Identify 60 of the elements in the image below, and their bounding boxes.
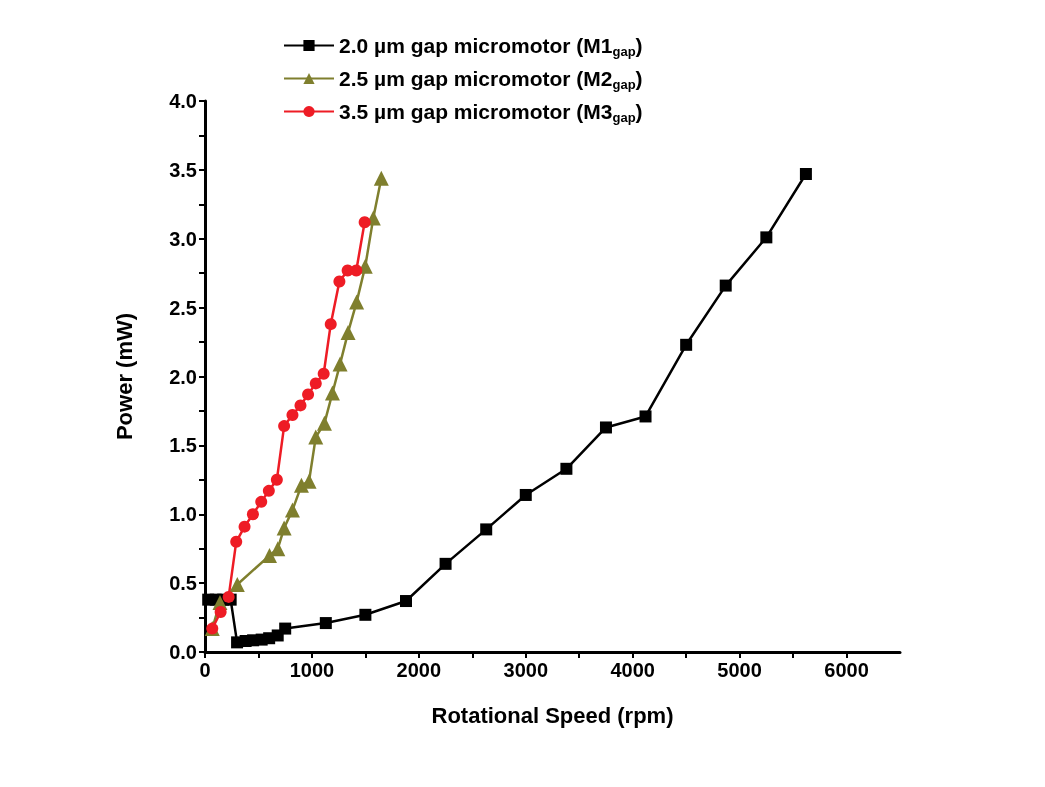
point xyxy=(400,595,413,608)
y-tick-label: 0.5 xyxy=(169,572,197,595)
y-tick-label: 1.5 xyxy=(169,434,197,457)
point xyxy=(255,495,268,508)
x-tick-label: 5000 xyxy=(717,659,762,681)
point xyxy=(214,606,227,619)
point xyxy=(760,231,773,244)
point xyxy=(358,216,371,229)
point xyxy=(349,294,365,310)
x-axis-title: Rotational Speed (rpm) xyxy=(431,702,674,728)
point xyxy=(373,170,389,186)
point xyxy=(316,415,332,431)
point xyxy=(324,318,337,331)
point xyxy=(294,399,307,412)
point xyxy=(799,168,812,181)
point xyxy=(332,356,348,372)
x-tick-label: 4000 xyxy=(610,659,655,681)
point xyxy=(246,508,259,521)
point xyxy=(309,377,322,390)
x-tick-label: 6000 xyxy=(824,659,869,681)
x-tick-label: 1000 xyxy=(289,659,335,681)
point xyxy=(324,385,340,401)
y-tick-label: 2.5 xyxy=(169,296,197,319)
y-tick-label: 2.0 xyxy=(169,365,197,388)
y-tick-label: 4.0 xyxy=(169,90,197,112)
point xyxy=(480,523,493,536)
point xyxy=(278,420,291,433)
point xyxy=(229,577,245,592)
point xyxy=(270,541,286,557)
point xyxy=(286,409,299,422)
point xyxy=(284,502,300,518)
point xyxy=(333,275,346,288)
point xyxy=(560,462,573,475)
point xyxy=(302,388,315,401)
x-tick-label: 2000 xyxy=(396,659,442,681)
y-tick-label: 3.5 xyxy=(169,158,197,181)
point xyxy=(230,535,243,548)
y-tick-label: 1.0 xyxy=(169,503,197,526)
point xyxy=(308,429,324,445)
point xyxy=(317,367,330,380)
point xyxy=(519,488,532,501)
y-axis-title: Power (mW) xyxy=(111,312,137,441)
point xyxy=(719,279,732,292)
point xyxy=(599,421,612,434)
point xyxy=(359,608,372,621)
point xyxy=(270,473,283,486)
x-tick-label: 0 xyxy=(199,659,211,681)
x-tick-label: 3000 xyxy=(503,659,549,681)
point xyxy=(238,520,251,533)
point xyxy=(439,557,452,570)
point xyxy=(319,617,332,630)
y-tick-label: 3.0 xyxy=(169,227,197,250)
point xyxy=(340,324,356,340)
point xyxy=(262,484,275,497)
point xyxy=(279,622,292,635)
point xyxy=(261,548,277,564)
point xyxy=(276,520,292,536)
point xyxy=(639,410,652,423)
y-tick-label: 0.0 xyxy=(169,641,197,663)
point xyxy=(680,338,693,351)
